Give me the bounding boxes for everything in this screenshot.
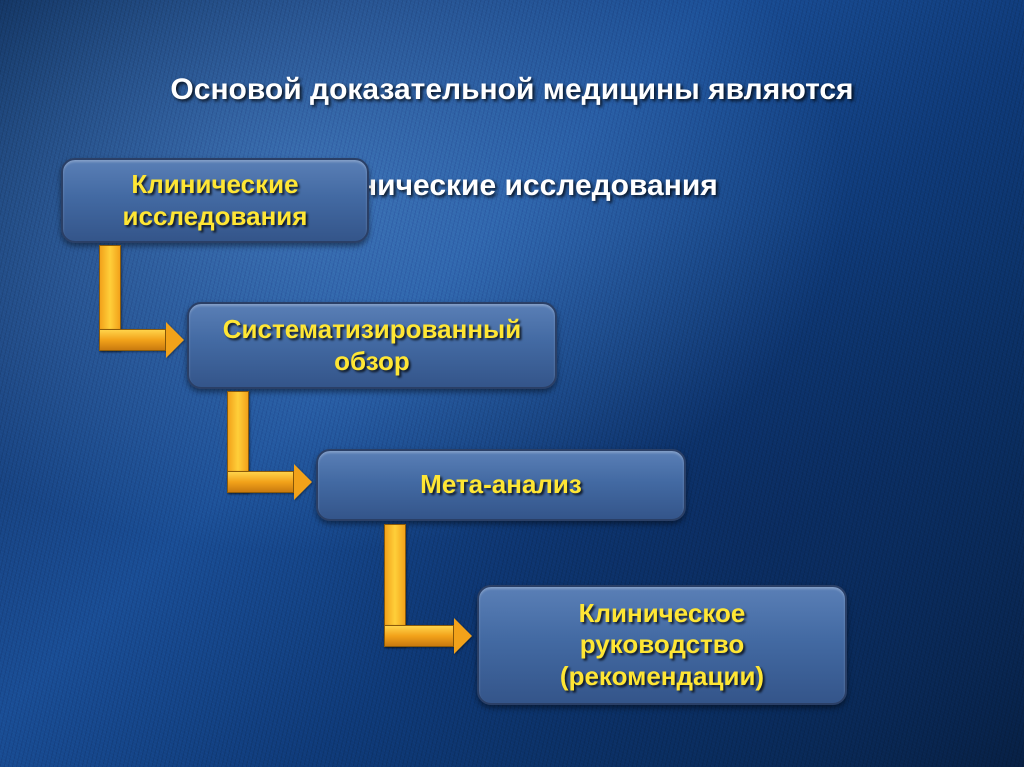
- slide-diagram: Основой доказательной медицины являются …: [0, 0, 1024, 767]
- box-clinical-guidelines-label: Клиническое руководство (рекомендации): [544, 592, 780, 698]
- arrow-3-horizontal: [384, 625, 454, 647]
- box-systematic-review-label: Систематизированный обзор: [207, 308, 538, 382]
- arrow-1-arrowhead-icon: [166, 322, 184, 358]
- arrow-2-horizontal: [227, 471, 294, 493]
- arrow-1-horizontal: [99, 329, 166, 351]
- box-clinical-research: Клинические исследования: [61, 158, 369, 243]
- box-systematic-review: Систематизированный обзор: [187, 302, 557, 389]
- arrow-2-arrowhead-icon: [294, 464, 312, 500]
- arrow-3-arrowhead-icon: [454, 618, 472, 654]
- box-meta-analysis: Мета-анализ: [316, 449, 686, 521]
- box-clinical-research-label: Клинические исследования: [107, 163, 324, 237]
- box-clinical-guidelines: Клиническое руководство (рекомендации): [477, 585, 847, 705]
- box-meta-analysis-label: Мета-анализ: [404, 463, 598, 506]
